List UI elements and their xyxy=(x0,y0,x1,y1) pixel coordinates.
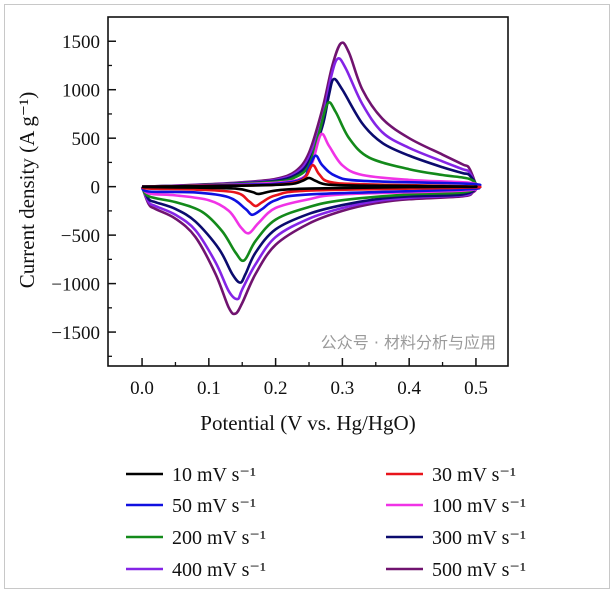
watermark: 公众号 · 材料分析与应用 xyxy=(321,333,496,352)
x-tick-label: 0.4 xyxy=(397,378,421,399)
legend: 10 mV s⁻¹ 30 mV s⁻¹ 50 mV s⁻¹ 100 mV s⁻¹ 200… xyxy=(126,464,526,581)
y-axis-title: Current density (A g⁻¹) xyxy=(15,92,39,288)
legend-label: 50 mV s⁻¹ xyxy=(172,495,256,517)
legend-label: 100 mV s⁻¹ xyxy=(432,495,526,517)
figure-border xyxy=(4,4,610,589)
legend-label: 200 mV s⁻¹ xyxy=(172,527,266,549)
y-tick-label: 500 xyxy=(72,129,101,150)
legend-label: 30 mV s⁻¹ xyxy=(432,464,516,486)
y-axis: 1500 1000 500 0 −500 −1000 −1500 xyxy=(51,32,116,357)
y-tick-label: 1500 xyxy=(62,32,100,53)
legend-label: 500 mV s⁻¹ xyxy=(432,559,526,581)
legend-label: 300 mV s⁻¹ xyxy=(432,527,526,549)
y-tick-label: 0 xyxy=(91,178,101,199)
x-tick-label: 0.0 xyxy=(130,378,154,399)
legend-label: 400 mV s⁻¹ xyxy=(172,559,266,581)
curves-layer xyxy=(140,41,482,316)
x-axis-title: Potential (V vs. Hg/HgO) xyxy=(200,411,415,435)
y-tick-label: −1500 xyxy=(51,323,100,344)
y-tick-label: −1000 xyxy=(51,275,100,296)
plot-frame xyxy=(107,16,509,367)
series-curve-10-mv xyxy=(140,176,478,196)
y-tick-label: 1000 xyxy=(62,81,100,102)
x-tick-label: 0.3 xyxy=(331,378,355,399)
legend-label: 10 mV s⁻¹ xyxy=(172,464,256,486)
x-tick-label: 0.2 xyxy=(264,378,288,399)
x-tick-label: 0.5 xyxy=(464,378,488,399)
x-tick-label: 0.1 xyxy=(197,378,221,399)
x-axis: 0.0 0.1 0.2 0.3 0.4 0.5 xyxy=(130,358,488,399)
y-tick-label: −500 xyxy=(61,226,100,247)
